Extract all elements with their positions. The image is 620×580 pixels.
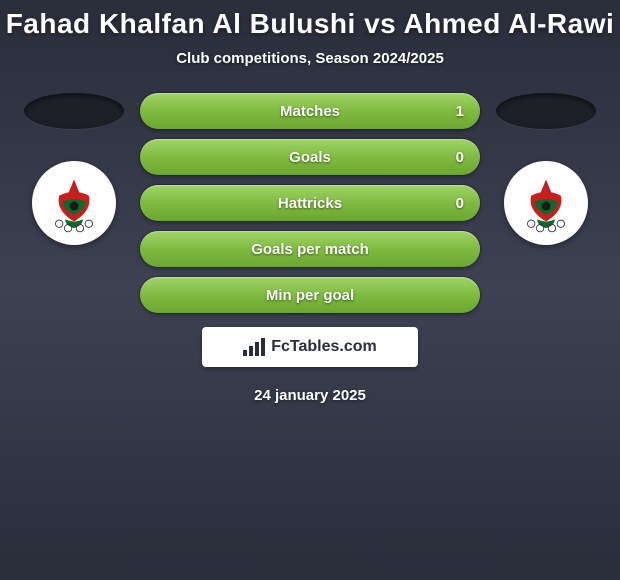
stat-bar-matches: Matches 1 xyxy=(140,93,480,129)
stat-bar-min-per-goal: Min per goal xyxy=(140,277,480,313)
bar-chart-icon xyxy=(243,338,265,356)
brand-text: FcTables.com xyxy=(271,338,377,356)
brand-badge[interactable]: FcTables.com xyxy=(202,327,418,367)
player-right-shadow xyxy=(496,93,596,129)
stat-bar-goals-per-match: Goals per match xyxy=(140,231,480,267)
stat-label: Hattricks xyxy=(278,195,342,212)
club-crest-left xyxy=(32,161,116,245)
stat-label: Matches xyxy=(280,103,340,120)
stat-value: 0 xyxy=(456,195,464,212)
player-left-col xyxy=(24,93,124,245)
player-right-col xyxy=(496,93,596,245)
stat-label: Goals per match xyxy=(251,241,369,258)
stat-bar-hattricks: Hattricks 0 xyxy=(140,185,480,221)
club-crest-right xyxy=(504,161,588,245)
stat-value: 0 xyxy=(456,149,464,166)
stat-label: Min per goal xyxy=(266,287,354,304)
date-text: 24 january 2025 xyxy=(0,387,620,404)
player-left-shadow xyxy=(24,93,124,129)
stat-label: Goals xyxy=(289,149,331,166)
crest-icon xyxy=(509,166,583,240)
stat-bar-goals: Goals 0 xyxy=(140,139,480,175)
subtitle: Club competitions, Season 2024/2025 xyxy=(0,50,620,67)
page-title: Fahad Khalfan Al Bulushi vs Ahmed Al-Raw… xyxy=(0,0,620,40)
comparison-row: Matches 1 Goals 0 Hattricks 0 Goals per … xyxy=(0,93,620,313)
stat-value: 1 xyxy=(456,103,464,120)
stats-column: Matches 1 Goals 0 Hattricks 0 Goals per … xyxy=(140,93,480,313)
crest-icon xyxy=(37,166,111,240)
